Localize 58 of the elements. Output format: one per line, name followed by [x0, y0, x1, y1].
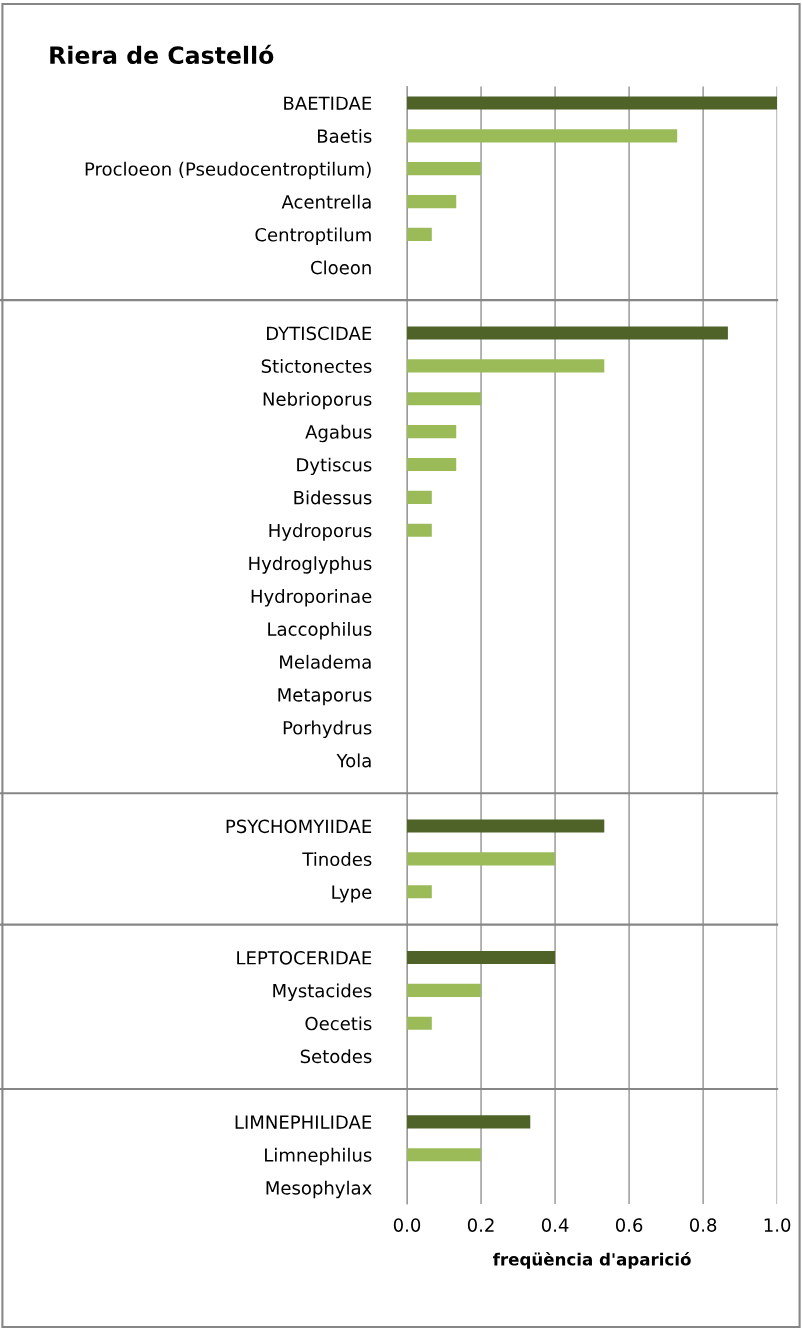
- x-tick-label: 0.4: [541, 1218, 569, 1232]
- y-tick-label: Procloeon (Pseudocentroptilum): [85, 161, 371, 180]
- bar: [407, 885, 432, 899]
- y-tick-label: Centroptilum: [255, 227, 371, 246]
- y-tick-label: Mesophylax: [266, 1180, 372, 1199]
- bar: [407, 96, 778, 110]
- x-tick-label: 0.0: [393, 1218, 421, 1232]
- y-tick-label: Meladema: [280, 654, 371, 669]
- y-tick-label: Hydroporinae: [251, 589, 372, 607]
- y-tick-label: Yola: [336, 753, 371, 768]
- y-tick-label: Cloeon: [311, 260, 371, 275]
- bar: [407, 425, 457, 439]
- y-tick-label: Acentrella: [281, 194, 371, 209]
- y-tick-label: PSYCHOMYIIDAE: [226, 819, 372, 834]
- bar: [407, 392, 482, 406]
- y-tick-label: Hydroporus: [269, 523, 372, 541]
- y-tick-label: Stictonectes: [261, 359, 372, 374]
- bar: [407, 162, 482, 176]
- x-tick-label: 0.8: [689, 1218, 717, 1232]
- y-tick-label: Lype: [332, 885, 372, 903]
- bar: [407, 950, 556, 965]
- bar: [407, 129, 678, 143]
- y-tick-label: Laccophilus: [268, 621, 372, 640]
- bar: [407, 1115, 531, 1129]
- x-tick-label: 0.2: [467, 1218, 494, 1232]
- y-tick-label: Nebrioporus: [263, 391, 372, 410]
- y-tick-label: Metaporus: [278, 688, 372, 706]
- bar: [407, 1016, 432, 1030]
- bar: [407, 983, 482, 997]
- y-tick-label: Hydroglyphus: [249, 556, 372, 574]
- y-tick-label: Agabus: [305, 424, 372, 443]
- y-tick-label: Bidessus: [294, 490, 372, 505]
- x-axis-title: freqüència d'aparició: [492, 1252, 691, 1269]
- y-tick-label: DYTISCIDAE: [267, 326, 372, 341]
- y-tick-label: Porhydrus: [283, 720, 372, 739]
- y-tick-label: LEPTOCERIDAE: [237, 950, 372, 965]
- bar: [407, 523, 432, 537]
- y-tick-label: Baetis: [318, 128, 372, 143]
- y-tick-label: Tinodes: [302, 852, 372, 867]
- x-tick-label: 0.6: [615, 1218, 643, 1232]
- y-tick-label: BAETIDAE: [284, 96, 372, 110]
- bar: [407, 326, 728, 340]
- y-tick-label: Oecetis: [305, 1016, 372, 1031]
- bar: [407, 227, 432, 241]
- bar: [407, 852, 556, 866]
- y-tick-label: LIMNEPHILIDAE: [235, 1115, 372, 1129]
- bar: [407, 1148, 482, 1162]
- y-tick-label: Mystacides: [273, 983, 372, 1001]
- text: Riera de Castelló: [50, 44, 274, 65]
- y-tick-label: Limnephilus: [265, 1147, 372, 1166]
- bar: [407, 819, 605, 833]
- bar: [407, 194, 457, 209]
- bar: [407, 457, 457, 472]
- x-tick-label: 1.0: [764, 1218, 791, 1232]
- y-tick-label: Dytiscus: [297, 457, 372, 476]
- bar: [407, 359, 605, 373]
- bar: [407, 490, 432, 504]
- y-tick-label: Setodes: [300, 1049, 372, 1064]
